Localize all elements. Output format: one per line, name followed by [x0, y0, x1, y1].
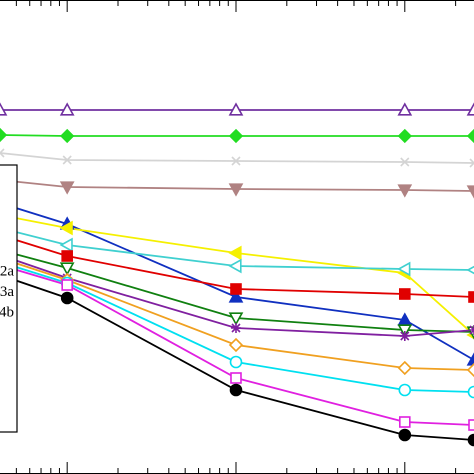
legend-label: 4b	[0, 304, 14, 320]
marker	[397, 261, 411, 277]
marker	[229, 355, 243, 369]
marker	[398, 416, 411, 428]
marker	[231, 156, 241, 166]
marker	[59, 181, 75, 195]
marker	[469, 158, 474, 168]
marker	[466, 102, 474, 116]
marker	[229, 383, 243, 397]
marker	[466, 352, 474, 366]
marker	[466, 265, 474, 275]
marker	[399, 331, 410, 341]
marker	[60, 291, 74, 305]
marker	[59, 220, 73, 236]
marker	[467, 433, 474, 447]
marker	[60, 128, 75, 144]
marker	[466, 128, 474, 144]
marker	[397, 128, 412, 144]
marker	[228, 312, 244, 326]
marker	[0, 148, 5, 158]
legend-label: 2a	[0, 263, 14, 279]
marker	[398, 288, 411, 300]
marker	[61, 250, 73, 262]
marker	[59, 262, 75, 276]
marker	[228, 337, 244, 353]
marker	[468, 419, 474, 431]
marker	[230, 372, 242, 384]
marker	[400, 157, 410, 167]
marker	[230, 323, 241, 333]
marker	[0, 102, 8, 116]
marker	[467, 385, 474, 399]
marker	[468, 291, 474, 303]
marker	[61, 279, 73, 291]
marker	[228, 102, 244, 116]
marker	[228, 245, 242, 261]
marker	[62, 155, 72, 165]
marker	[397, 184, 413, 198]
marker	[230, 283, 242, 295]
marker	[398, 428, 412, 442]
marker	[228, 183, 244, 197]
marker	[0, 127, 8, 143]
marker	[228, 128, 244, 144]
marker	[466, 185, 474, 199]
legend-box	[0, 164, 18, 433]
marker	[228, 289, 244, 303]
marker	[59, 102, 75, 116]
marker	[228, 258, 242, 274]
legend-label: 3a	[0, 284, 14, 300]
marker	[397, 324, 413, 338]
marker	[469, 325, 474, 335]
marker	[397, 360, 412, 376]
marker	[466, 362, 474, 378]
marker	[59, 237, 73, 253]
marker	[397, 102, 413, 116]
marker	[398, 383, 412, 397]
